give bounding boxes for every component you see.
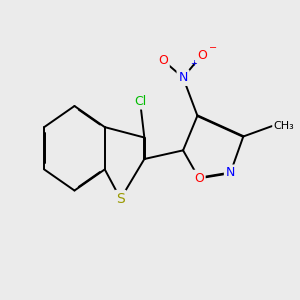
Text: Cl: Cl xyxy=(134,95,146,108)
Text: O: O xyxy=(158,54,168,67)
Text: CH₃: CH₃ xyxy=(273,121,294,131)
Text: N: N xyxy=(226,167,235,179)
Text: +: + xyxy=(190,59,197,68)
Text: N: N xyxy=(178,71,188,84)
Text: O: O xyxy=(194,172,204,184)
Text: S: S xyxy=(116,192,125,206)
Text: −: − xyxy=(209,43,217,53)
Text: O: O xyxy=(197,49,207,62)
